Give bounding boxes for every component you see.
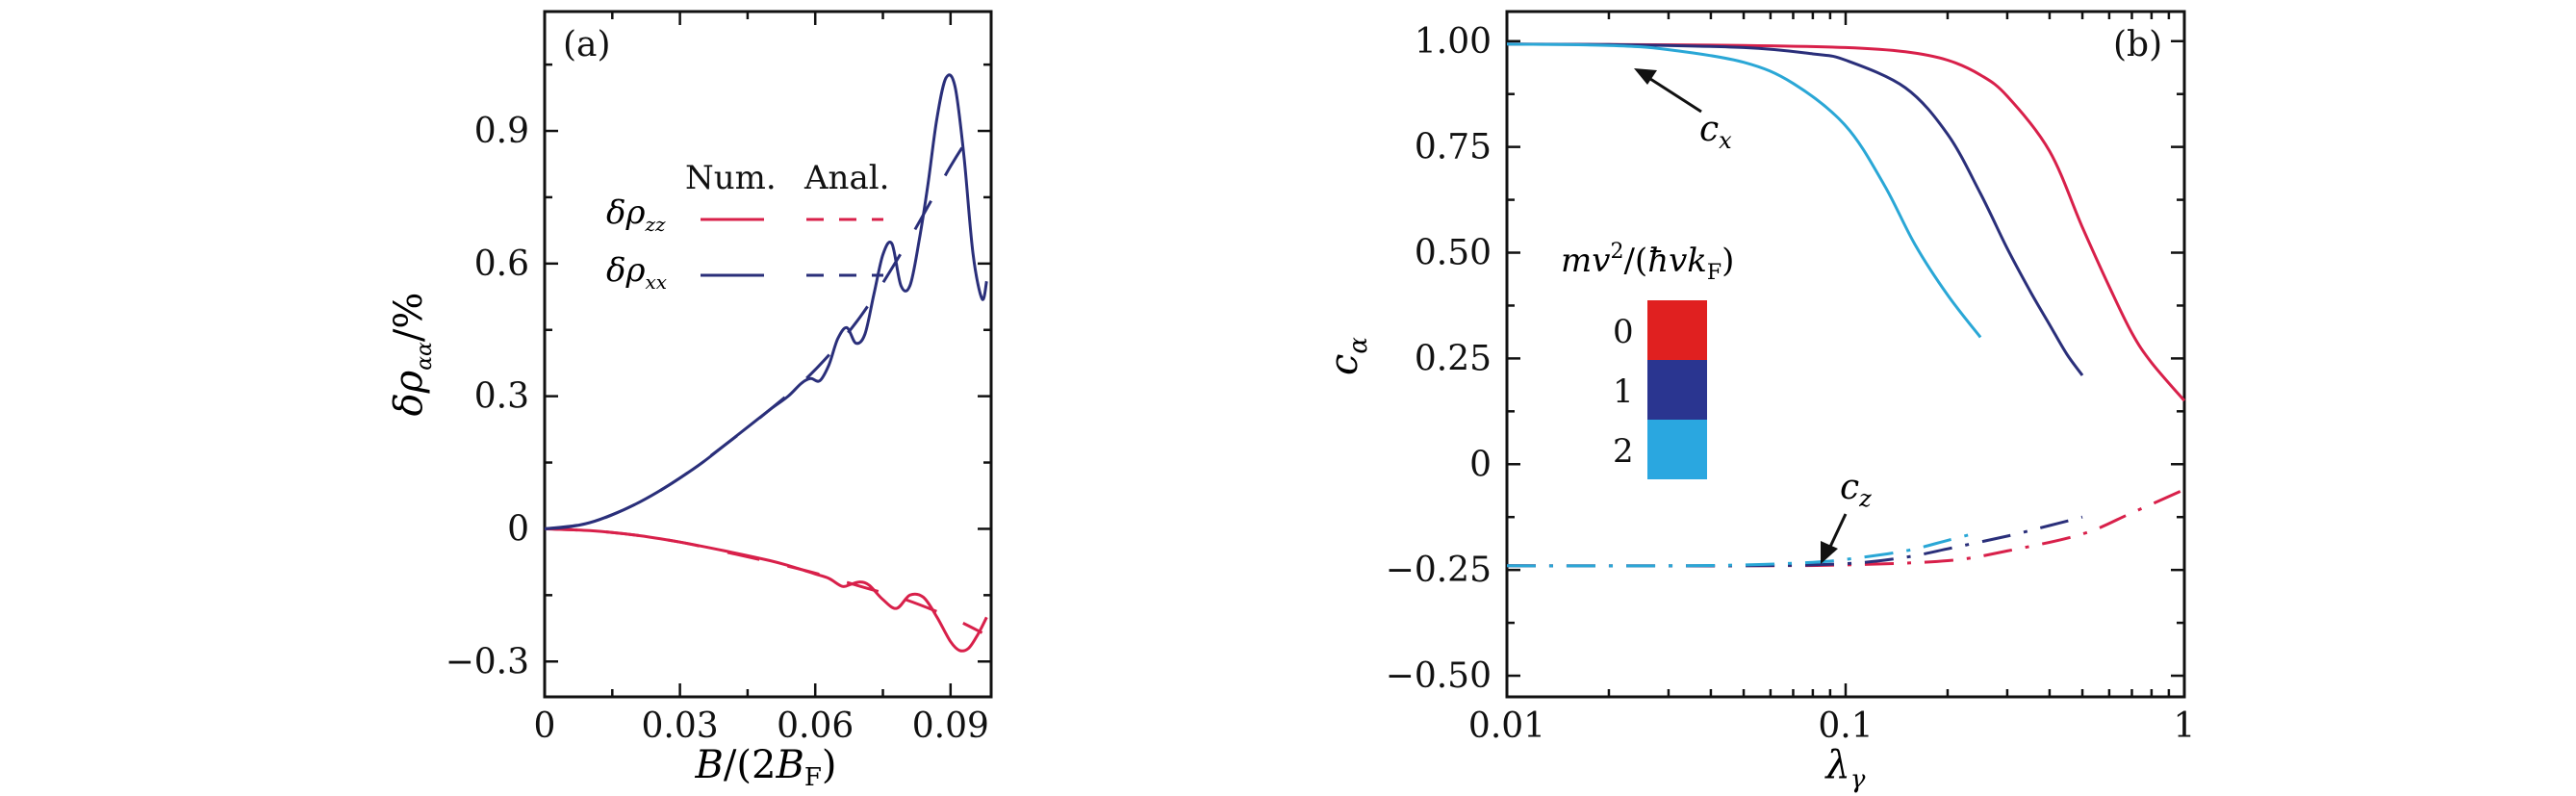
panel-a-xticks: 0 0.03 0.06 0.09 (534, 12, 989, 746)
series-line-b-1 (1506, 42, 2084, 376)
legend-label-zz: δρzz (606, 193, 666, 236)
color-legend: mv2/(ħvkF) 0 1 2 (1561, 240, 1734, 479)
y-tick-label: −0.3 (446, 642, 529, 681)
series-line-b-2 (1506, 42, 1982, 339)
panel-b-xlabel: λγ (1824, 743, 1866, 794)
annotation-cx-arrowhead (1634, 68, 1657, 85)
panel-b-ylabel: cα (1322, 337, 1373, 375)
panel-a-legend: Num. Anal. δρzz δρxx (606, 159, 889, 294)
panel-b-frame (1505, 10, 2186, 699)
color-legend-swatch-2 (1647, 420, 1707, 479)
legend-header-anal: Anal. (803, 159, 889, 197)
series-line-b-5 (1506, 530, 1981, 568)
color-legend-label-2: 2 (1613, 432, 1634, 471)
y-tick-label: 0.25 (1415, 339, 1492, 378)
color-legend-label-0: 0 (1613, 313, 1634, 351)
annotation-cx-text: cx (1699, 110, 1732, 154)
y-tick-label: 0 (507, 509, 529, 549)
series-line-b-4 (1506, 515, 2083, 568)
y-tick-label: 0.75 (1415, 128, 1492, 167)
color-legend-label-1: 1 (1613, 372, 1634, 411)
series-line-a-3 (544, 130, 975, 530)
annotation-cx-sub: x (1719, 127, 1732, 154)
y-tick-label: 0.6 (474, 244, 529, 284)
x-tick-label: 0.1 (1818, 706, 1873, 746)
panel-a-ylabel: δραα/% (387, 293, 437, 417)
color-legend-title: mv2/(ħvkF) (1561, 240, 1734, 285)
color-legend-swatch-1 (1647, 360, 1707, 420)
panel-a-frame (543, 10, 993, 699)
panel-a-series (544, 73, 988, 653)
annotation-cx: cx (1634, 68, 1732, 154)
panel-b-yticks: −0.50 −0.25 0 0.25 0.50 0.75 1.00 (1386, 22, 2184, 696)
panel-a: (a) 0 0.03 0.06 0.09 −0.300.30.60.9 B/(2BF)… (387, 10, 993, 792)
y-tick-label: −0.50 (1386, 656, 1492, 696)
legend-label-zz-base: δρ (606, 193, 645, 232)
annotation-cz-arrowhead (1821, 541, 1838, 564)
panel-a-xlabel: B/(2BF) (695, 743, 837, 792)
legend-label-zz-sub: zz (644, 213, 666, 236)
panel-b-label: (b) (2113, 25, 2162, 64)
x-tick-label: 0.06 (777, 706, 854, 746)
panel-b: (b) 0.01 0.1 1 −0.50 −0.25 0 0.25 0.50 0.75 1.00… (1322, 10, 2196, 794)
panel-a-label: (a) (563, 25, 611, 64)
x-tick-label: 0 (534, 706, 556, 746)
annotation-cz-arrow (1828, 513, 1848, 548)
legend-label-xx-sub: xx (645, 270, 667, 294)
legend-header-num: Num. (685, 159, 777, 197)
series-line-b-0 (1506, 42, 2186, 402)
x-tick-label: 0.09 (912, 706, 989, 746)
y-tick-label: 0.3 (474, 377, 529, 417)
y-tick-label: 0 (1469, 445, 1492, 484)
x-tick-label: 0.01 (1468, 706, 1545, 746)
color-legend-swatch-0 (1647, 300, 1707, 360)
panel-a-yticks: −0.3 0 0.3 0.6 0.9 (446, 63, 991, 681)
panel-b-xticks: 0.01 0.1 1 (1468, 12, 2196, 746)
y-tick-label: 1.00 (1415, 22, 1492, 62)
panel-b-series (1506, 42, 2186, 568)
y-tick-label: 0.50 (1415, 234, 1492, 273)
annotation-cz-text: cz (1840, 468, 1872, 512)
series-line-a-2 (544, 73, 988, 530)
series-line-a-1 (544, 526, 983, 634)
annotation-cz-base: c (1840, 468, 1859, 507)
annotation-cx-arrow (1646, 75, 1702, 114)
annotation-cz: cz (1821, 468, 1872, 564)
series-line-a-0 (544, 526, 988, 653)
legend-label-xx: δρxx (606, 251, 667, 294)
legend-label-xx-base: δρ (606, 251, 645, 290)
x-tick-label: 0.03 (642, 706, 719, 746)
y-tick-label: −0.25 (1386, 551, 1492, 590)
x-tick-label: 1 (2174, 706, 2196, 746)
annotation-cx-base: c (1699, 110, 1719, 149)
y-tick-label: 0.9 (474, 112, 529, 151)
annotation-cz-sub: z (1858, 485, 1872, 512)
